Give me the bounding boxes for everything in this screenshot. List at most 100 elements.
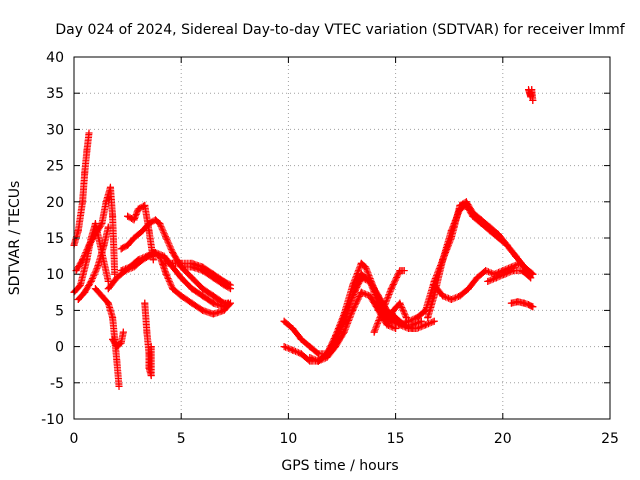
data-point	[379, 306, 387, 314]
data-point	[357, 288, 365, 296]
data-point	[104, 285, 112, 293]
data-point	[85, 241, 93, 249]
x-tick-label: 0	[70, 431, 79, 447]
data-point	[141, 201, 149, 209]
data-point	[516, 259, 524, 267]
data-point	[76, 281, 84, 289]
data-point	[528, 86, 536, 94]
data-point	[456, 292, 464, 300]
data-point	[430, 281, 438, 289]
data-point	[370, 328, 378, 336]
data-point	[109, 212, 117, 220]
data-point	[143, 328, 151, 336]
series-track-10	[117, 248, 235, 318]
data-point	[188, 285, 196, 293]
data-point	[413, 314, 421, 322]
data-point	[209, 292, 217, 300]
data-point	[188, 263, 196, 271]
data-point	[332, 332, 340, 340]
data-point	[227, 285, 235, 293]
data-point	[162, 270, 170, 278]
data-point	[370, 285, 378, 293]
data-point	[387, 285, 395, 293]
data-point	[85, 129, 93, 137]
data-point	[503, 241, 511, 249]
data-point	[518, 267, 526, 275]
data-point	[464, 285, 472, 293]
data-point	[357, 259, 365, 267]
data-point	[400, 267, 408, 275]
data-point	[473, 274, 481, 282]
data-point	[177, 274, 185, 282]
data-point	[169, 248, 177, 256]
data-point	[362, 263, 370, 271]
data-point	[499, 267, 507, 275]
data-point	[115, 382, 123, 390]
data-point	[169, 285, 177, 293]
data-point	[117, 245, 125, 253]
data-point	[98, 220, 106, 228]
data-point	[396, 299, 404, 307]
data-point	[113, 274, 121, 282]
data-point	[145, 350, 153, 358]
y-tick-label: -5	[50, 376, 64, 392]
data-point	[83, 147, 91, 155]
y-tick-label: 20	[46, 195, 64, 211]
data-point	[340, 310, 348, 318]
y-tick-label: 35	[46, 86, 64, 102]
y-tick-label: 40	[46, 50, 64, 66]
data-point	[98, 292, 106, 300]
series-track-24	[507, 298, 537, 311]
data-point	[130, 216, 138, 224]
series-track-22	[430, 259, 533, 304]
series-track-9	[124, 201, 157, 264]
data-point	[124, 212, 132, 220]
data-point	[492, 274, 500, 282]
data-point	[104, 223, 112, 231]
data-point	[109, 335, 117, 343]
y-tick-label: 0	[55, 340, 64, 356]
data-point	[529, 96, 537, 104]
data-point	[134, 205, 142, 213]
data-point	[314, 350, 322, 358]
data-point	[156, 220, 164, 228]
data-point	[456, 205, 464, 213]
data-point	[525, 301, 533, 309]
data-point	[469, 212, 477, 220]
data-point	[145, 227, 153, 235]
data-point	[145, 364, 153, 372]
data-point	[507, 299, 515, 307]
data-point	[280, 317, 288, 325]
x-tick-label: 10	[279, 431, 297, 447]
axis-ticks: 0 5 10 15 20 25 -10 -5 0 5 10 15 20 25 30 35 40	[41, 50, 619, 447]
data-point	[402, 314, 410, 322]
data-point	[220, 306, 228, 314]
series-track-21	[424, 201, 537, 322]
data-point	[199, 285, 207, 293]
y-axis-label: SDTVAR / TECUs	[7, 181, 23, 296]
series-track-5	[91, 285, 123, 390]
data-point	[383, 321, 391, 329]
data-point	[404, 325, 412, 332]
data-point	[430, 292, 438, 300]
data-point	[507, 263, 515, 271]
data-point	[209, 299, 217, 307]
data-point	[486, 227, 494, 235]
data-point	[91, 285, 99, 293]
series-track-6	[109, 328, 127, 351]
data-point	[113, 343, 121, 351]
data-point	[124, 241, 132, 249]
y-tick-label: 10	[46, 267, 64, 283]
data-point	[141, 299, 149, 307]
data-point	[501, 270, 509, 278]
data-point	[100, 241, 108, 249]
data-point	[87, 277, 95, 285]
data-point	[79, 256, 87, 264]
data-point	[134, 256, 142, 264]
series-track-4	[74, 223, 112, 304]
data-point	[289, 346, 297, 354]
data-point	[527, 274, 535, 282]
data-point	[119, 328, 127, 336]
data-point	[177, 292, 185, 300]
